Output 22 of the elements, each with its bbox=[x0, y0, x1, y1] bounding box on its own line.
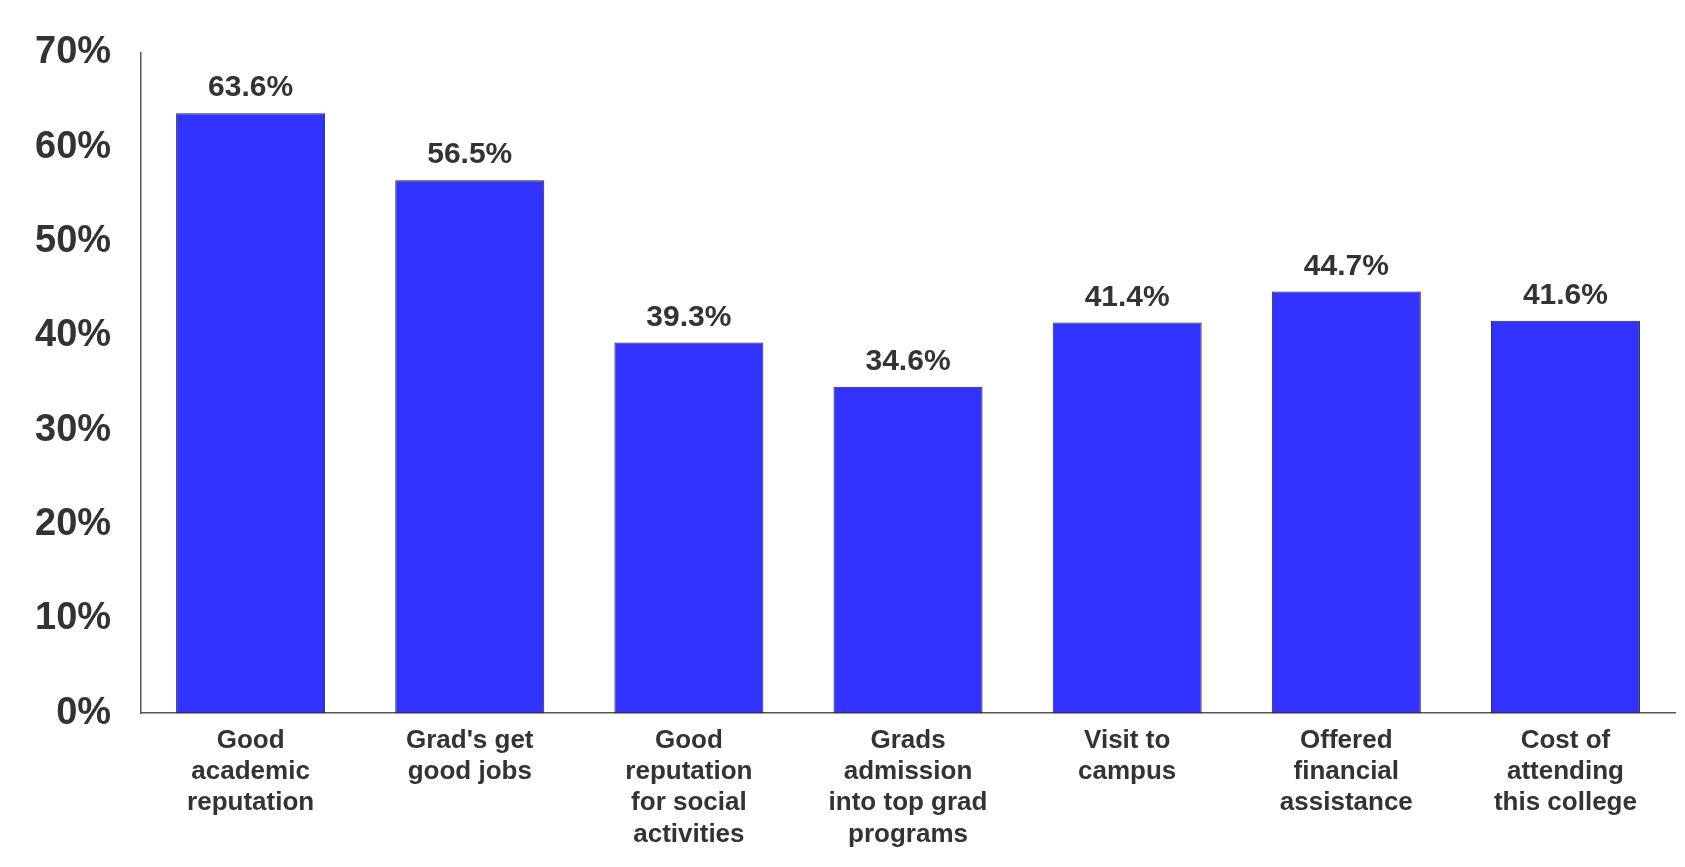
data-label: 44.7% bbox=[1303, 247, 1389, 281]
y-tick-label: 40% bbox=[34, 312, 112, 355]
y-tick-label: 70% bbox=[34, 29, 112, 72]
y-tick-label: 60% bbox=[34, 123, 112, 166]
data-label: 41.4% bbox=[1084, 278, 1170, 312]
y-tick-label: 10% bbox=[34, 595, 112, 638]
x-tick-label: Good academic reputation bbox=[187, 723, 315, 817]
data-label: 56.5% bbox=[427, 136, 513, 170]
y-tick-label: 20% bbox=[34, 501, 112, 543]
x-tick-label: Grads admission into top grad programs bbox=[828, 723, 988, 848]
x-tick-label: Offered financial assistance bbox=[1279, 723, 1413, 817]
data-label: 41.6% bbox=[1522, 277, 1608, 310]
y-tick-label: 30% bbox=[34, 406, 112, 449]
data-label: 39.3% bbox=[646, 298, 732, 332]
x-tick-label: Good reputation for social activities bbox=[625, 723, 753, 848]
x-tick-label: Grad's get good jobs bbox=[405, 723, 534, 786]
x-tick-label: Cost of attending this college bbox=[1493, 723, 1637, 817]
x-tick-label: Visit to campus bbox=[1078, 723, 1177, 786]
data-label: 34.6% bbox=[865, 343, 951, 377]
data-label: 63.6% bbox=[208, 69, 294, 103]
y-tick-label: 0% bbox=[56, 689, 112, 732]
y-tick-label: 50% bbox=[34, 217, 112, 260]
